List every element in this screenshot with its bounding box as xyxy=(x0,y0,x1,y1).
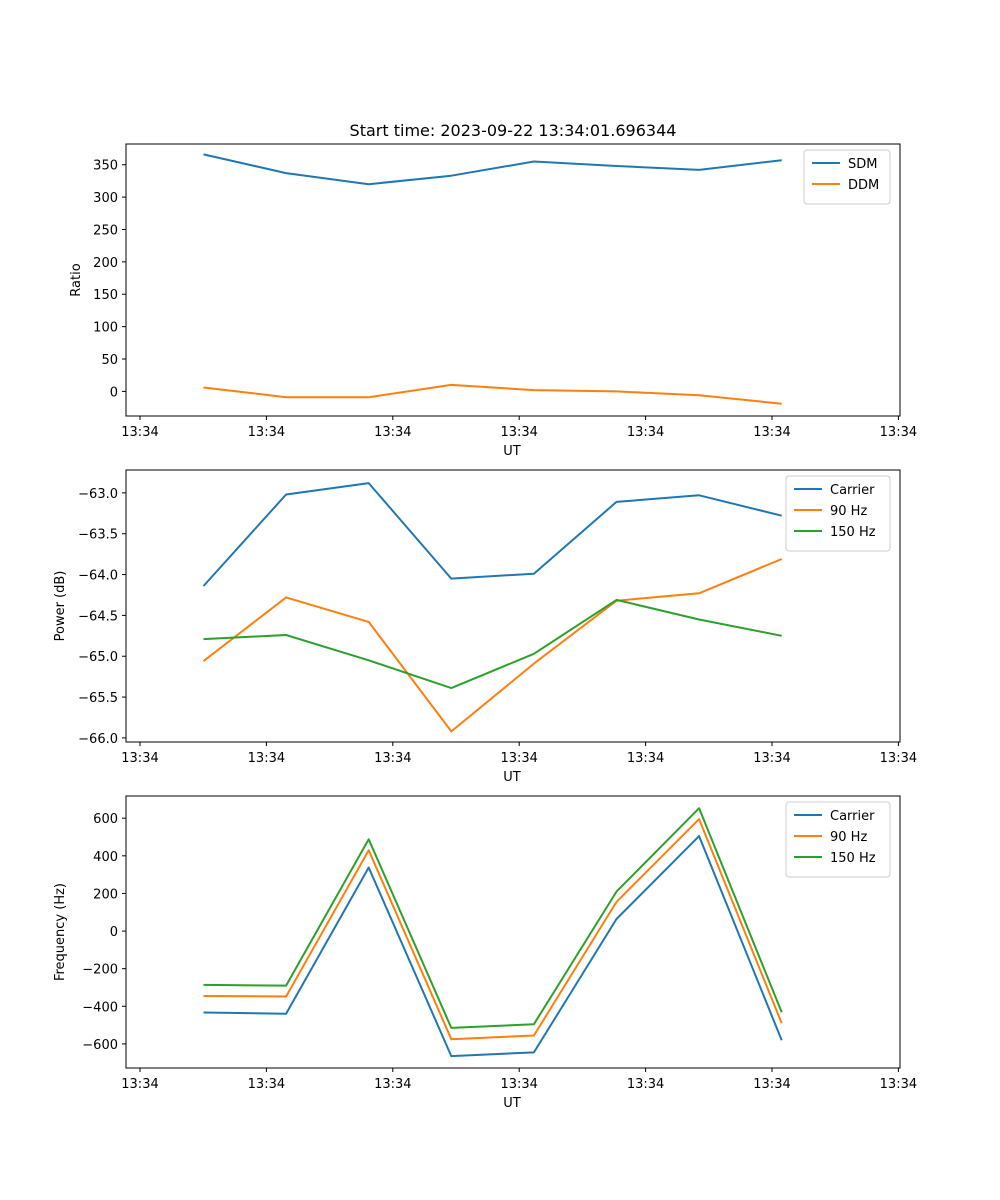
chart-panel-1: 13:3413:3413:3413:3413:3413:3413:3413:35… xyxy=(69,143,917,459)
series-line-90-hz xyxy=(202,558,783,733)
x-tick-label: 13:34 xyxy=(248,425,285,440)
series-line-150-hz xyxy=(203,598,782,690)
x-tick-label: 13:34 xyxy=(500,1077,537,1092)
y-axis-label: Frequency (Hz) xyxy=(53,883,68,981)
y-tick-label: −64.5 xyxy=(78,609,118,624)
series-line-carrier xyxy=(202,482,782,587)
legend-label: DDM xyxy=(848,178,879,193)
x-tick-label: 13:34 xyxy=(753,1077,790,1092)
y-tick-label: −400 xyxy=(82,1000,118,1015)
x-tick-label: 13:34 xyxy=(248,1077,285,1092)
x-axis-label: UT xyxy=(503,1096,521,1111)
legend: SDM DDM xyxy=(803,149,891,205)
x-tick-label: 13:34 xyxy=(880,1077,917,1092)
series-line-sdm xyxy=(203,153,782,186)
x-axis-label: UT xyxy=(503,770,521,785)
series-line-150-hz xyxy=(203,807,783,1029)
legend: Carrier 90 Hz 150 Hz xyxy=(785,475,891,552)
series-line-carrier xyxy=(203,835,783,1058)
y-tick-label: 350 xyxy=(93,159,118,174)
x-tick-label: 13:34 xyxy=(753,425,790,440)
legend: Carrier 90 Hz 150 Hz xyxy=(785,801,891,878)
x-tick-label: 13:34 xyxy=(374,425,411,440)
y-tick-label: 0 xyxy=(110,925,118,940)
y-tick-label: −600 xyxy=(82,1038,118,1053)
x-tick-label: 13:34 xyxy=(880,425,917,440)
y-tick-label: 200 xyxy=(93,256,118,271)
y-tick-label: −65.0 xyxy=(78,650,118,665)
plot-frame xyxy=(125,469,901,743)
y-tick-label: 600 xyxy=(93,812,118,827)
x-tick-label: 13:34 xyxy=(500,425,537,440)
legend-box xyxy=(785,801,891,878)
y-tick-label: −66.0 xyxy=(78,732,118,747)
y-tick-label: 200 xyxy=(93,887,118,902)
legend-label: 150 Hz xyxy=(830,525,876,540)
x-tick-label: 13:34 xyxy=(121,425,158,440)
x-tick-label: 13:34 xyxy=(627,425,664,440)
y-tick-label: 400 xyxy=(93,850,118,865)
chart-title: Start time: 2023-09-22 13:34:01.696344 xyxy=(350,121,677,140)
y-tick-label: −200 xyxy=(82,963,118,978)
y-tick-label: −64.0 xyxy=(78,569,118,584)
legend-label: 90 Hz xyxy=(830,830,867,845)
y-axis-label: Ratio xyxy=(69,263,84,296)
x-tick-label: 13:34 xyxy=(121,1077,158,1092)
chart-panel-2: 13:3413:3413:3413:3413:3413:3413:3413:35… xyxy=(53,469,917,785)
x-tick-label: 13:34 xyxy=(627,1077,664,1092)
y-tick-label: −63.5 xyxy=(78,528,118,543)
x-axis-label: UT xyxy=(503,444,521,459)
legend-label: 90 Hz xyxy=(830,504,867,519)
x-tick-label: 13:34 xyxy=(753,751,790,766)
x-tick-label: 13:34 xyxy=(121,751,158,766)
series-line-90-hz xyxy=(203,818,783,1041)
y-tick-label: 300 xyxy=(93,191,118,206)
x-tick-label: 13:34 xyxy=(374,1077,411,1092)
y-tick-label: 150 xyxy=(93,288,118,303)
y-tick-label: −65.5 xyxy=(78,691,118,706)
legend-label: Carrier xyxy=(830,483,875,498)
x-tick-label: 13:34 xyxy=(500,751,537,766)
plot-frame xyxy=(125,795,901,1069)
y-tick-label: 0 xyxy=(110,385,118,400)
legend-label: SDM xyxy=(848,157,877,172)
y-axis-label: Power (dB) xyxy=(53,571,68,642)
plot-frame xyxy=(125,143,901,417)
x-tick-label: 13:34 xyxy=(374,751,411,766)
legend-label: Carrier xyxy=(830,809,875,824)
legend-label: 150 Hz xyxy=(830,851,876,866)
x-tick-label: 13:34 xyxy=(627,751,664,766)
y-tick-label: −63.0 xyxy=(78,487,118,502)
y-tick-label: 100 xyxy=(93,321,118,336)
x-tick-label: 13:34 xyxy=(880,751,917,766)
y-tick-label: 50 xyxy=(101,353,118,368)
x-tick-label: 13:34 xyxy=(248,751,285,766)
legend-box xyxy=(785,475,891,552)
series-line-ddm xyxy=(203,383,782,405)
chart-panel-3: 13:3413:3413:3413:3413:3413:3413:3413:35… xyxy=(53,795,917,1111)
y-tick-label: 250 xyxy=(93,223,118,238)
